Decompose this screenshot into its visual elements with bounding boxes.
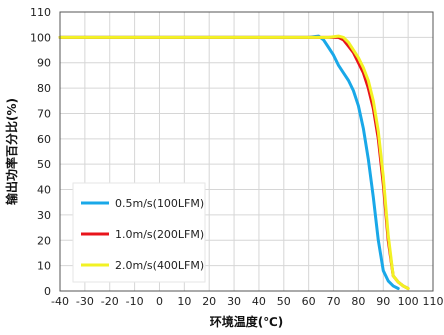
x-tick-label: 50 [277, 295, 291, 308]
x-tick-labels: -40 -30 -20 -10 0 10 20 30 40 50 60 70 80 90 100 110 [51, 295, 443, 308]
y-tick-label: 80 [37, 82, 51, 95]
y-axis-label: 输出功率百分比(%) [4, 98, 19, 205]
y-tick-labels: 0 10 20 30 40 50 60 70 80 90 100 110 [30, 6, 51, 298]
y-tick-label: 0 [44, 285, 51, 298]
x-tick-label: -10 [126, 295, 144, 308]
axes [59, 11, 434, 292]
x-tick-label: -20 [101, 295, 119, 308]
x-tick-label: 100 [398, 295, 419, 308]
x-tick-label: 20 [202, 295, 216, 308]
x-tick-label: 80 [351, 295, 365, 308]
series-line-3 [58, 34, 410, 290]
y-tick-label: 20 [37, 234, 51, 247]
x-tick-label: 70 [327, 295, 341, 308]
x-axis-label: 环境温度(℃) [210, 314, 284, 329]
x-tick-label: 90 [376, 295, 390, 308]
y-tick-label: 40 [37, 184, 51, 197]
x-tick-label: 30 [227, 295, 241, 308]
plot-frame [59, 11, 434, 292]
legend: 0.5m/s(100LFM) 1.0m/s(200LFM) 2.0m/s(400LF… [72, 182, 206, 283]
x-tick-label: -30 [76, 295, 94, 308]
y-tick-label: 10 [37, 260, 51, 273]
x-tick-label: 40 [252, 295, 266, 308]
y-tick-label: 60 [37, 133, 51, 146]
legend-label: 1.0m/s(200LFM) [115, 228, 204, 241]
legend-label: 2.0m/s(400LFM) [115, 259, 204, 272]
y-tick-label: 30 [37, 209, 51, 222]
y-tick-label: 90 [37, 57, 51, 70]
x-tick-label: 0 [156, 295, 163, 308]
x-tick-label: 110 [423, 295, 444, 308]
legend-label: 0.5m/s(100LFM) [115, 197, 204, 210]
series-lines [58, 34, 410, 290]
y-tick-label: 70 [37, 107, 51, 120]
x-tick-label: 60 [302, 295, 316, 308]
y-tick-label: 100 [30, 31, 51, 44]
x-tick-label: 10 [177, 295, 191, 308]
y-tick-label: 110 [30, 6, 51, 19]
y-tick-label: 50 [37, 158, 51, 171]
x-tick-label: -40 [51, 295, 69, 308]
series-line-1 [58, 34, 400, 290]
